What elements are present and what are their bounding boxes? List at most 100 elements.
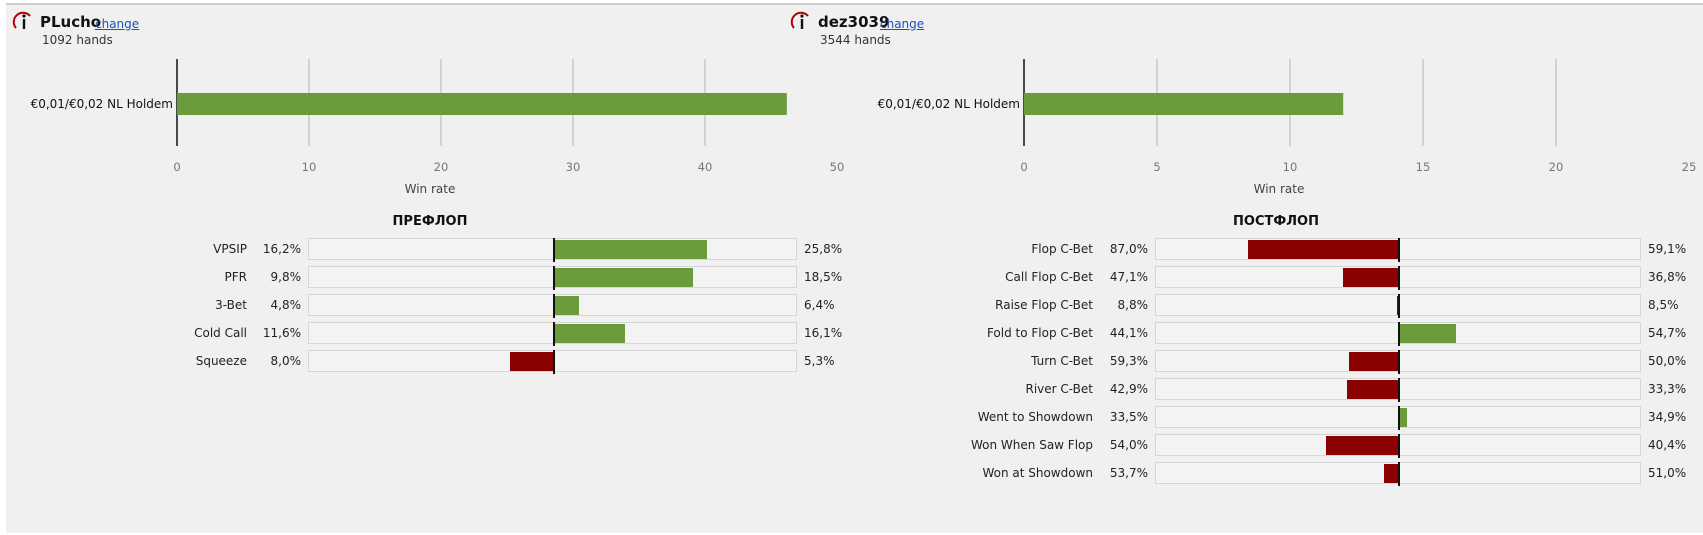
stat-opponent-value: 40,4% (1648, 438, 1687, 452)
stat-comparison-track[interactable] (1155, 378, 1641, 402)
stat-center-line (552, 350, 555, 374)
stat-player-value: 33,5% (1109, 410, 1148, 424)
stat-player-value: 8,8% (1117, 298, 1149, 312)
x-tick-label: 50 (830, 160, 845, 174)
x-tick-label: 20 (1549, 160, 1564, 174)
stat-row: Squeeze 8,0% 5,3% (0, 350, 1703, 374)
stat-player-value: 47,1% (1109, 270, 1148, 284)
stat-comparison-track[interactable] (1155, 238, 1641, 262)
stat-comparison-track[interactable] (1155, 294, 1641, 318)
stat-label: 3-Bet (215, 298, 247, 312)
winrate-chart-1: 0 10 20 30 40 50 €0,01/€0,02 NL Holdem Win rate (31, 59, 845, 196)
section-title-postflop: ПОСТФЛОП (1233, 214, 1319, 229)
stat-diff-bar-positive (553, 268, 693, 287)
stat-center-line (1398, 322, 1400, 346)
stat-label: River C-Bet (1025, 382, 1093, 396)
player-name: dez3039 (818, 13, 890, 31)
stat-player-value: 4,8% (270, 298, 302, 312)
stat-player-value: 87,0% (1109, 242, 1148, 256)
x-tick-label: 5 (1153, 160, 1160, 174)
stat-comparison-track[interactable] (1155, 266, 1641, 290)
stat-player-value: 9,8% (270, 270, 302, 284)
stat-label: VPSIP (213, 242, 247, 256)
stat-row: Won When Saw Flop 54,0% 40,4% (0, 434, 1703, 458)
stat-diff-bar-negative (1347, 380, 1399, 399)
winrate-bar[interactable] (177, 93, 787, 115)
stat-comparison-track[interactable] (1155, 434, 1641, 458)
section-title-preflop: ПРЕФЛОП (392, 214, 468, 229)
stat-opponent-value: 16,1% (804, 326, 843, 340)
category-label: €0,01/€0,02 NL Holdem (878, 97, 1020, 111)
stat-comparison-track[interactable] (1155, 350, 1641, 374)
stat-row: Went to Showdown 33,5% 34,9% (0, 406, 1703, 430)
window-edge (0, 0, 2, 535)
stat-label: Raise Flop C-Bet (995, 298, 1093, 312)
stat-center-line (1398, 434, 1400, 458)
stat-row: River C-Bet 42,9% 33,3% (0, 378, 1703, 402)
stat-row: PFR 9,8% 18,5% (0, 266, 1703, 290)
stat-comparison-track[interactable] (1155, 462, 1641, 486)
x-tick-label: 25 (1682, 160, 1697, 174)
stat-opponent-value: 6,4% (804, 298, 835, 312)
hands-count: 3544 hands (820, 33, 891, 47)
stat-player-value: 16,2% (262, 242, 301, 256)
change-player-link[interactable]: change (95, 17, 140, 31)
x-axis-title: Win rate (1254, 182, 1305, 196)
player-name: PLucho (40, 13, 102, 31)
stat-diff-bar-negative (1384, 464, 1399, 483)
stat-opponent-value: 34,9% (1648, 410, 1687, 424)
stat-label: Went to Showdown (977, 410, 1093, 424)
stat-opponent-value: 5,3% (804, 354, 835, 368)
stat-comparison-track[interactable] (308, 322, 797, 346)
stat-center-line (1398, 350, 1400, 374)
x-tick-label: 40 (698, 160, 713, 174)
stat-center-line (1398, 406, 1400, 430)
change-player-link[interactable]: change (880, 17, 925, 31)
stat-opponent-value: 54,7% (1648, 326, 1687, 340)
stat-opponent-value: 25,8% (804, 242, 843, 256)
stat-diff-bar-negative (1248, 240, 1399, 259)
stat-opponent-value: 18,5% (804, 270, 843, 284)
stat-diff-bar-positive (553, 240, 707, 259)
x-tick-label: 15 (1416, 160, 1431, 174)
hands-count: 1092 hands (42, 33, 113, 47)
stat-label: Cold Call (194, 326, 247, 340)
stat-label: PFR (224, 270, 247, 284)
stat-label: Won When Saw Flop (971, 438, 1093, 452)
winrate-chart-2: 0 5 10 15 20 25 €0,01/€0,02 NL Holdem Win rate (878, 59, 1697, 196)
stat-opponent-value: 33,3% (1648, 382, 1687, 396)
stat-comparison-track[interactable] (308, 266, 797, 290)
stat-player-value: 8,0% (270, 354, 302, 368)
winrate-bar[interactable] (1024, 93, 1344, 115)
stat-row: 3-Bet 4,8% 6,4% (0, 294, 1703, 318)
stat-player-value: 53,7% (1109, 466, 1148, 480)
stat-label: Turn C-Bet (1031, 354, 1093, 368)
stat-center-line (552, 294, 555, 318)
stat-row: Call Flop C-Bet 47,1% 36,8% (0, 266, 1703, 290)
stat-opponent-value: 36,8% (1648, 270, 1687, 284)
stat-comparison-track[interactable] (308, 294, 797, 318)
stat-center-line (1398, 238, 1400, 262)
stat-comparison-track[interactable] (308, 238, 797, 262)
x-tick-label: 0 (1020, 160, 1027, 174)
x-tick-label: 30 (566, 160, 581, 174)
stat-diff-bar-positive (1399, 324, 1457, 343)
stat-center-line (552, 238, 555, 262)
stat-comparison-track[interactable] (308, 350, 797, 374)
stat-row: Turn C-Bet 59,3% 50,0% (0, 350, 1703, 374)
stat-label: Won at Showdown (982, 466, 1093, 480)
stat-player-value: 54,0% (1109, 438, 1148, 452)
stat-diff-bar-positive (1399, 408, 1407, 427)
stat-row: Raise Flop C-Bet 8,8% 8,5% (0, 294, 1703, 318)
stat-comparison-track[interactable] (1155, 406, 1641, 430)
stat-center-line (1398, 266, 1400, 290)
stat-row: Fold to Flop C-Bet 44,1% 54,7% (0, 322, 1703, 346)
stat-diff-bar-positive (553, 324, 626, 343)
x-tick-label: 10 (1283, 160, 1298, 174)
stat-comparison-track[interactable] (1155, 322, 1641, 346)
stat-opponent-value: 59,1% (1648, 242, 1687, 256)
stat-player-value: 42,9% (1109, 382, 1148, 396)
stat-diff-bar-negative (1348, 352, 1399, 371)
hud-logo-icon (790, 11, 809, 29)
stat-opponent-value: 51,0% (1648, 466, 1687, 480)
